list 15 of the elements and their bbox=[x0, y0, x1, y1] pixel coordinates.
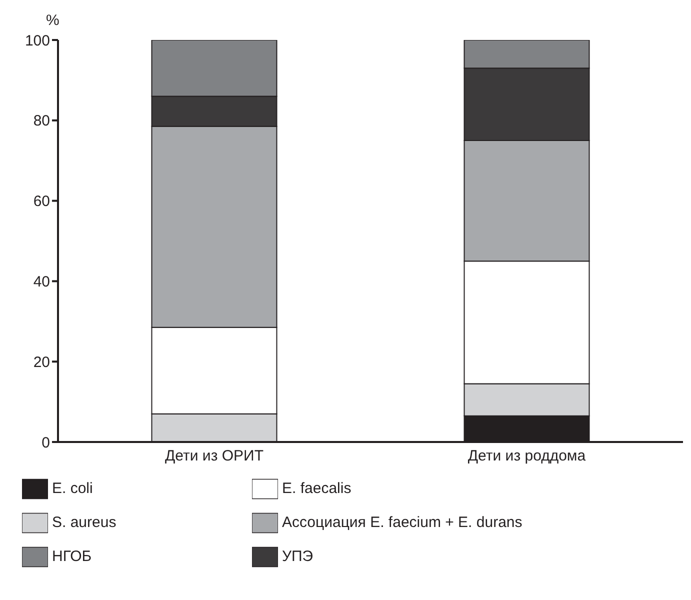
legend-label: Ассоциация E. faecium + E. durans bbox=[282, 513, 524, 533]
y-axis-title: % bbox=[46, 12, 60, 29]
x-tick-label: Дети из роддома bbox=[468, 448, 586, 465]
y-tick-label: 60 bbox=[33, 193, 50, 210]
y-tick-label: 0 bbox=[42, 434, 50, 452]
legend-label: НГОБ bbox=[52, 547, 93, 567]
legend-label: УПЭ bbox=[282, 547, 314, 567]
legend-label: E. coli bbox=[52, 479, 94, 499]
y-tick-label: 80 bbox=[33, 112, 50, 130]
y-tick-label: 20 bbox=[33, 354, 50, 371]
x-tick-label: Дети из ОРИТ bbox=[165, 448, 264, 465]
legend-label: S. aureus bbox=[52, 513, 118, 533]
y-tick-label: 40 bbox=[33, 274, 50, 291]
legend-label: E. faecalis bbox=[282, 479, 352, 499]
y-tick-label: 100 bbox=[24, 32, 50, 50]
